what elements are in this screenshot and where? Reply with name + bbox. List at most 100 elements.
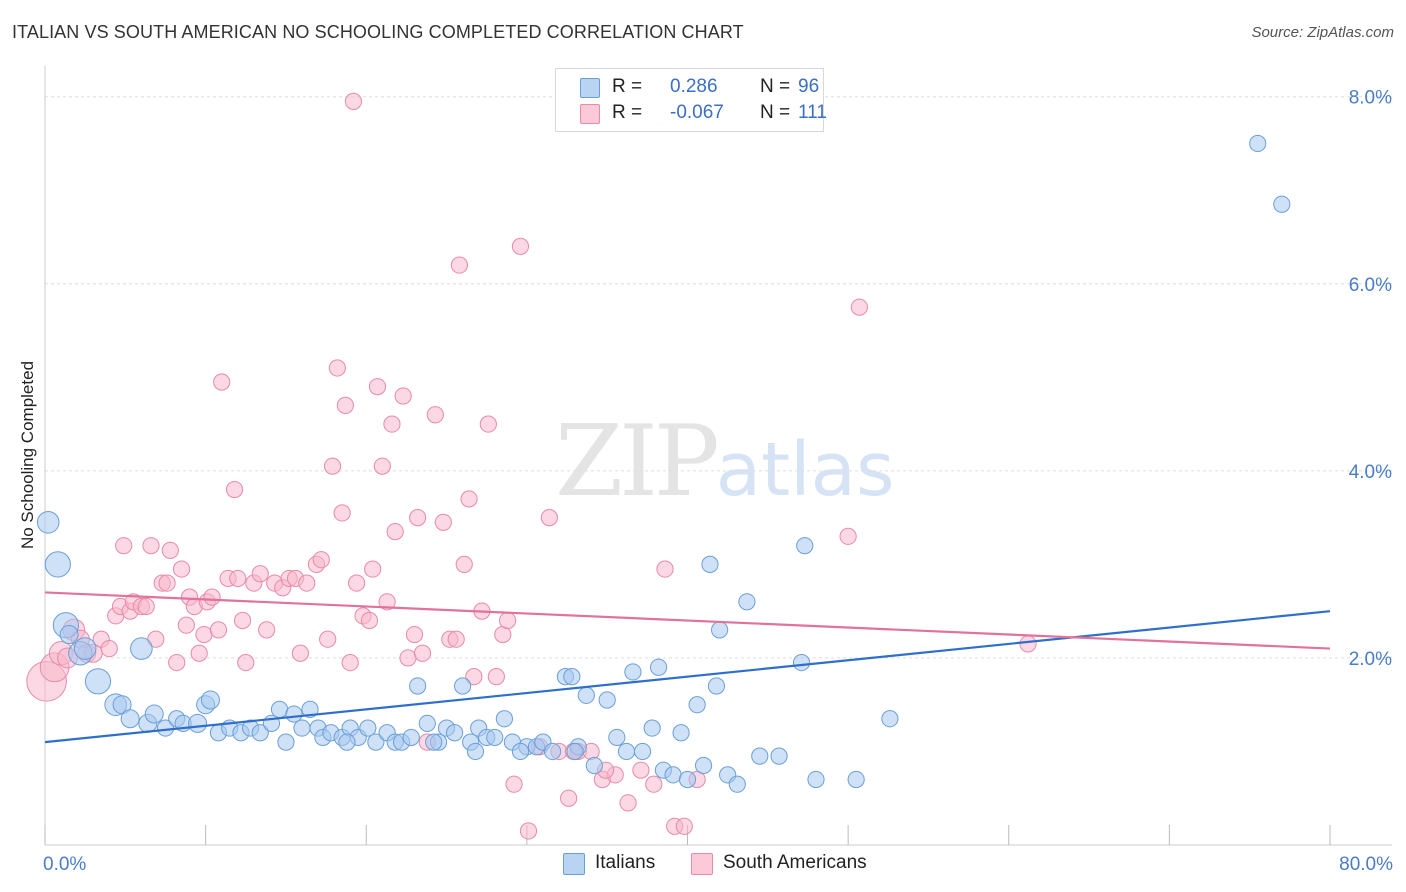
south-americans-point xyxy=(177,616,195,634)
legend-r-label: R = xyxy=(612,76,643,97)
italians-point xyxy=(585,756,603,775)
south-americans-point xyxy=(455,555,473,573)
italians-point xyxy=(649,658,668,676)
italians-point xyxy=(728,775,746,793)
south-americans-point xyxy=(1019,635,1037,653)
south-americans-point xyxy=(364,560,382,578)
south-americans-point xyxy=(675,817,693,835)
italians-point xyxy=(338,733,356,751)
south-americans-point xyxy=(344,92,362,110)
italians-point xyxy=(277,733,295,751)
south-americans-point xyxy=(319,630,337,648)
south-americans-point xyxy=(323,457,342,475)
bottom-legend-label-south-americans: South Americans xyxy=(723,852,867,873)
legend-n-label: N = xyxy=(760,102,791,123)
south-americans-point xyxy=(839,527,857,545)
italians-point xyxy=(807,770,825,789)
italians-point xyxy=(200,690,220,710)
south-americans-point xyxy=(203,588,221,606)
italians-point xyxy=(425,733,443,751)
south-americans-point xyxy=(373,457,391,475)
italians-point xyxy=(270,700,289,718)
south-americans-point xyxy=(158,574,176,592)
south-americans-point xyxy=(137,597,155,616)
south-americans-point xyxy=(172,560,191,578)
y-tick-label: 2.0% xyxy=(1349,649,1392,670)
south-americans-point xyxy=(450,256,469,274)
italians-point xyxy=(617,742,636,761)
bottom-legend-swatch-south-americans xyxy=(691,853,713,875)
south-americans-point xyxy=(100,639,118,658)
south-americans-point xyxy=(258,621,276,639)
italians-point xyxy=(707,677,726,695)
italians-point xyxy=(367,733,385,751)
italians-point xyxy=(751,747,769,765)
italians-point xyxy=(672,724,690,742)
south-americans-point xyxy=(147,630,165,648)
south-americans-point xyxy=(251,565,269,583)
legend-r-label: R = xyxy=(612,102,643,123)
italians-point xyxy=(566,742,584,761)
italians-trend-line xyxy=(44,610,1331,744)
italians-point xyxy=(144,704,164,724)
italians-point xyxy=(738,593,756,611)
italians-point xyxy=(36,510,60,534)
south-americans-point xyxy=(190,644,208,662)
italians-point xyxy=(120,709,140,729)
italians-point xyxy=(454,677,472,695)
italians-point xyxy=(577,686,595,704)
italians-point xyxy=(624,663,642,681)
legend-r-value: -0.067 xyxy=(670,102,724,123)
south-americans-point xyxy=(505,775,523,793)
x-tick-label: 0.0% xyxy=(43,854,86,875)
legend-n-value: 111 xyxy=(798,102,827,123)
italians-point xyxy=(73,637,97,660)
south-americans-point xyxy=(348,574,366,592)
italians-point xyxy=(359,719,377,737)
south-americans-point xyxy=(209,621,228,639)
italians-point xyxy=(251,724,269,742)
italians-point xyxy=(445,724,464,742)
legend-n-label: N = xyxy=(760,76,791,97)
italians-point xyxy=(293,719,311,737)
south-americans-point xyxy=(233,611,252,630)
south-americans-point xyxy=(383,415,401,433)
south-americans-point xyxy=(195,625,213,644)
south-americans-point xyxy=(328,359,346,377)
bottom-legend-swatch-italians xyxy=(563,853,585,875)
chart-title: ITALIAN VS SOUTH AMERICAN NO SCHOOLING C… xyxy=(12,22,744,42)
italians-point xyxy=(643,719,661,737)
south-americans-point xyxy=(487,668,505,686)
south-americans-point xyxy=(336,396,354,414)
italians-point xyxy=(796,537,814,555)
south-americans-point xyxy=(511,237,530,255)
italians-point xyxy=(59,625,79,645)
italians-point xyxy=(188,713,208,733)
source-credit: Source: ZipAtlas.com xyxy=(1251,24,1394,41)
south-americans-point xyxy=(333,504,351,522)
south-americans-point xyxy=(378,593,396,611)
south-americans-point xyxy=(540,509,558,527)
italians-point xyxy=(688,696,706,714)
south-americans-point xyxy=(619,794,637,812)
legend-swatch-south-americans xyxy=(580,104,600,124)
italians-point xyxy=(678,770,697,789)
watermark-zip: ZIP xyxy=(555,405,720,519)
south-americans-point xyxy=(645,775,663,793)
south-americans-point xyxy=(386,523,404,541)
south-americans-point xyxy=(298,574,316,592)
italians-point xyxy=(402,728,420,747)
south-americans-point xyxy=(460,490,478,508)
y-tick-label: 6.0% xyxy=(1349,275,1392,296)
italians-point xyxy=(1273,195,1291,213)
south-americans-point xyxy=(341,654,359,672)
south-americans-point xyxy=(499,611,517,630)
south-americans-point xyxy=(447,630,465,648)
italians-point xyxy=(1249,134,1267,153)
south-americans-point xyxy=(560,789,578,807)
south-americans-point xyxy=(360,611,379,630)
south-americans-point xyxy=(426,406,444,424)
italians-point xyxy=(694,756,713,775)
bottom-legend-label-italians: Italians xyxy=(595,852,656,873)
